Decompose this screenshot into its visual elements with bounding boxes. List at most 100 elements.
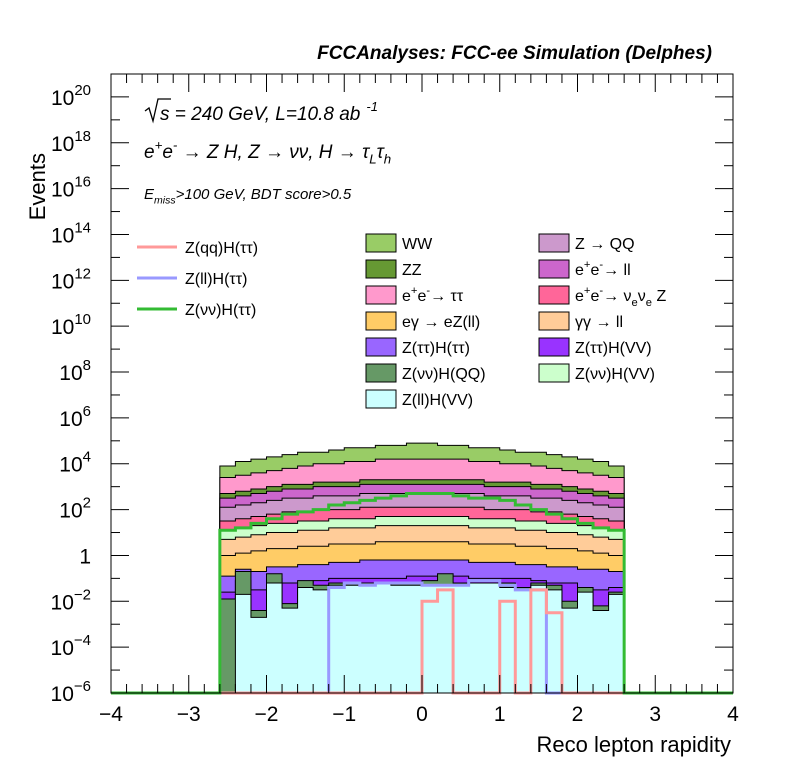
y-tick-base: 10 [59, 408, 82, 431]
y-tick-label: 10−6 [51, 678, 91, 706]
y-tick-label: 1018 [51, 128, 91, 156]
background-legend-label: ZZ [402, 262, 422, 279]
legend: Z(qq)H(ττ)Z(ll)H(ττ)Z(νν)H(ττ)WW Z → QQZZ… [137, 233, 666, 409]
y-tick-base: 10 [51, 637, 74, 660]
cut-label: Emiss>100 GeV, BDT score>0.5 [144, 186, 352, 207]
background-legend-label-run: → ττ [430, 288, 464, 305]
y-tick-label: 106 [59, 403, 91, 431]
process-label-run: e [144, 142, 155, 163]
background-legend-swatch [365, 311, 397, 331]
x-tick-label: −3 [177, 703, 201, 726]
y-tick-label: 10−2 [51, 586, 91, 614]
y-tick-label: 1016 [51, 174, 91, 202]
process-label-sup: + [155, 137, 163, 152]
x-tick-label: 2 [572, 703, 584, 726]
cut-label-sub: miss [154, 195, 176, 207]
annotations: s = 240 GeV, L=10.8 ab -1e+e- → Z H, Z → … [144, 98, 391, 207]
y-tick-label: 10−4 [51, 632, 91, 660]
background-legend-swatch [365, 259, 397, 279]
background-legend-label-sub: e [646, 297, 652, 309]
background-legend-label-run: e [402, 288, 411, 305]
background-legend-label: Z(ττ)H(ττ) [402, 340, 470, 357]
y-tick-base: 10 [59, 454, 82, 477]
background-legend-label: e+e-→ νeνe Z [575, 285, 666, 309]
x-tick-label: 3 [649, 703, 661, 726]
signal-legend-label: Z(νν)H(ττ) [185, 302, 256, 319]
process-label-sub: L [369, 152, 376, 167]
background-legend-swatch [538, 311, 570, 331]
axes [110, 73, 734, 694]
background-legend-label-sup: - [599, 285, 603, 297]
x-tick-label: 1 [494, 703, 506, 726]
y-tick-base: 10 [51, 270, 74, 293]
y-tick-base: 10 [51, 133, 74, 156]
y-tick-exponent: 8 [83, 357, 91, 374]
x-tick-label: 4 [727, 703, 739, 726]
background-legend-label-sup: + [411, 285, 418, 297]
background-legend-label: γγ → ll [575, 314, 623, 331]
background-legend-swatch [365, 337, 397, 357]
y-tick-label: 108 [59, 357, 91, 385]
process-label-sub: h [384, 152, 391, 167]
y-tick-label: 1020 [51, 82, 91, 110]
y-tick-exponent: 20 [74, 82, 91, 99]
process-label-sup: - [173, 137, 178, 152]
background-legend-label-run: ν [638, 288, 646, 305]
background-legend-label-run: e [575, 288, 584, 305]
background-legend-label-run: eγ → eZ(ll) [402, 314, 480, 331]
background-legend-label: e+e-→ ll [575, 259, 631, 279]
x-tick-label: −2 [255, 703, 279, 726]
background-legend-label-run: Z(ll)H(VV) [402, 392, 473, 409]
y-tick-exponent: 10 [74, 311, 91, 328]
background-legend-swatch [538, 233, 570, 253]
y-tick-exponent: 14 [74, 219, 91, 236]
y-tick-base: 10 [51, 179, 74, 202]
cut-label-run: >100 GeV, BDT score>0.5 [176, 186, 352, 203]
signal-legend-label: Z(qq)H(ττ) [185, 240, 258, 257]
background-legend-label-run: WW [402, 236, 433, 253]
background-legend-label: Z(ll)H(VV) [402, 392, 473, 409]
y-tick-label: 1012 [51, 265, 91, 293]
energy-lumi-label: s = 240 GeV, L=10.8 ab -1 [160, 99, 378, 125]
x-axis-title: Reco lepton rapidity [537, 732, 731, 757]
background-legend-label-sup: - [599, 259, 603, 271]
x-tick-label: 0 [416, 703, 428, 726]
background-legend-label-sub: e [632, 297, 638, 309]
x-tick-label: −1 [332, 703, 356, 726]
background-legend-label-run: → ll [603, 262, 631, 279]
y-tick-base: 10 [59, 362, 82, 385]
background-legend-label-run: Z [652, 288, 666, 305]
y-tick-exponent: 2 [83, 495, 91, 512]
y-tick-exponent: 6 [83, 403, 91, 420]
background-legend-swatch [365, 285, 397, 305]
energy-sup: -1 [366, 99, 378, 114]
background-legend-label: Z(νν)H(VV) [575, 366, 655, 383]
process-label-run: e [162, 142, 173, 163]
background-legend-label: Z(ττ)H(VV) [575, 340, 652, 357]
y-tick-label: 1014 [51, 219, 91, 247]
background-legend-label-sup: - [426, 285, 430, 297]
y-tick-base: 1 [79, 545, 91, 568]
y-tick-label: 1 [79, 545, 91, 568]
background-legend-label-run: ZZ [402, 262, 422, 279]
process-label-run: τ [377, 142, 386, 163]
y-tick-base: 10 [51, 683, 74, 706]
background-legend-swatch [538, 285, 570, 305]
background-legend-swatch [538, 363, 570, 383]
y-tick-exponent: −4 [74, 632, 91, 649]
y-tick-exponent: −6 [74, 678, 91, 695]
signal-znn-line [111, 492, 733, 695]
energy-root: s [160, 104, 170, 125]
background-legend-swatch [538, 337, 570, 357]
chart-title: FCCAnalyses: FCC-ee Simulation (Delphes) [317, 43, 712, 64]
y-tick-base: 10 [51, 87, 74, 110]
x-tick-label: −4 [99, 703, 123, 726]
tick-labels: −4 −3 −2 −1 0 1 2 3 410−610−410−2110210410610810… [51, 82, 740, 726]
background-legend-label-run: e [590, 262, 599, 279]
y-tick-base: 10 [51, 316, 74, 339]
background-legend-swatch [365, 233, 397, 253]
background-legend-label-run: Z(ττ)H(VV) [575, 340, 652, 357]
sqrt-symbol [144, 98, 171, 124]
y-tick-base: 10 [59, 500, 82, 523]
background-legend-label-run: Z(νν)H(QQ) [402, 366, 486, 383]
